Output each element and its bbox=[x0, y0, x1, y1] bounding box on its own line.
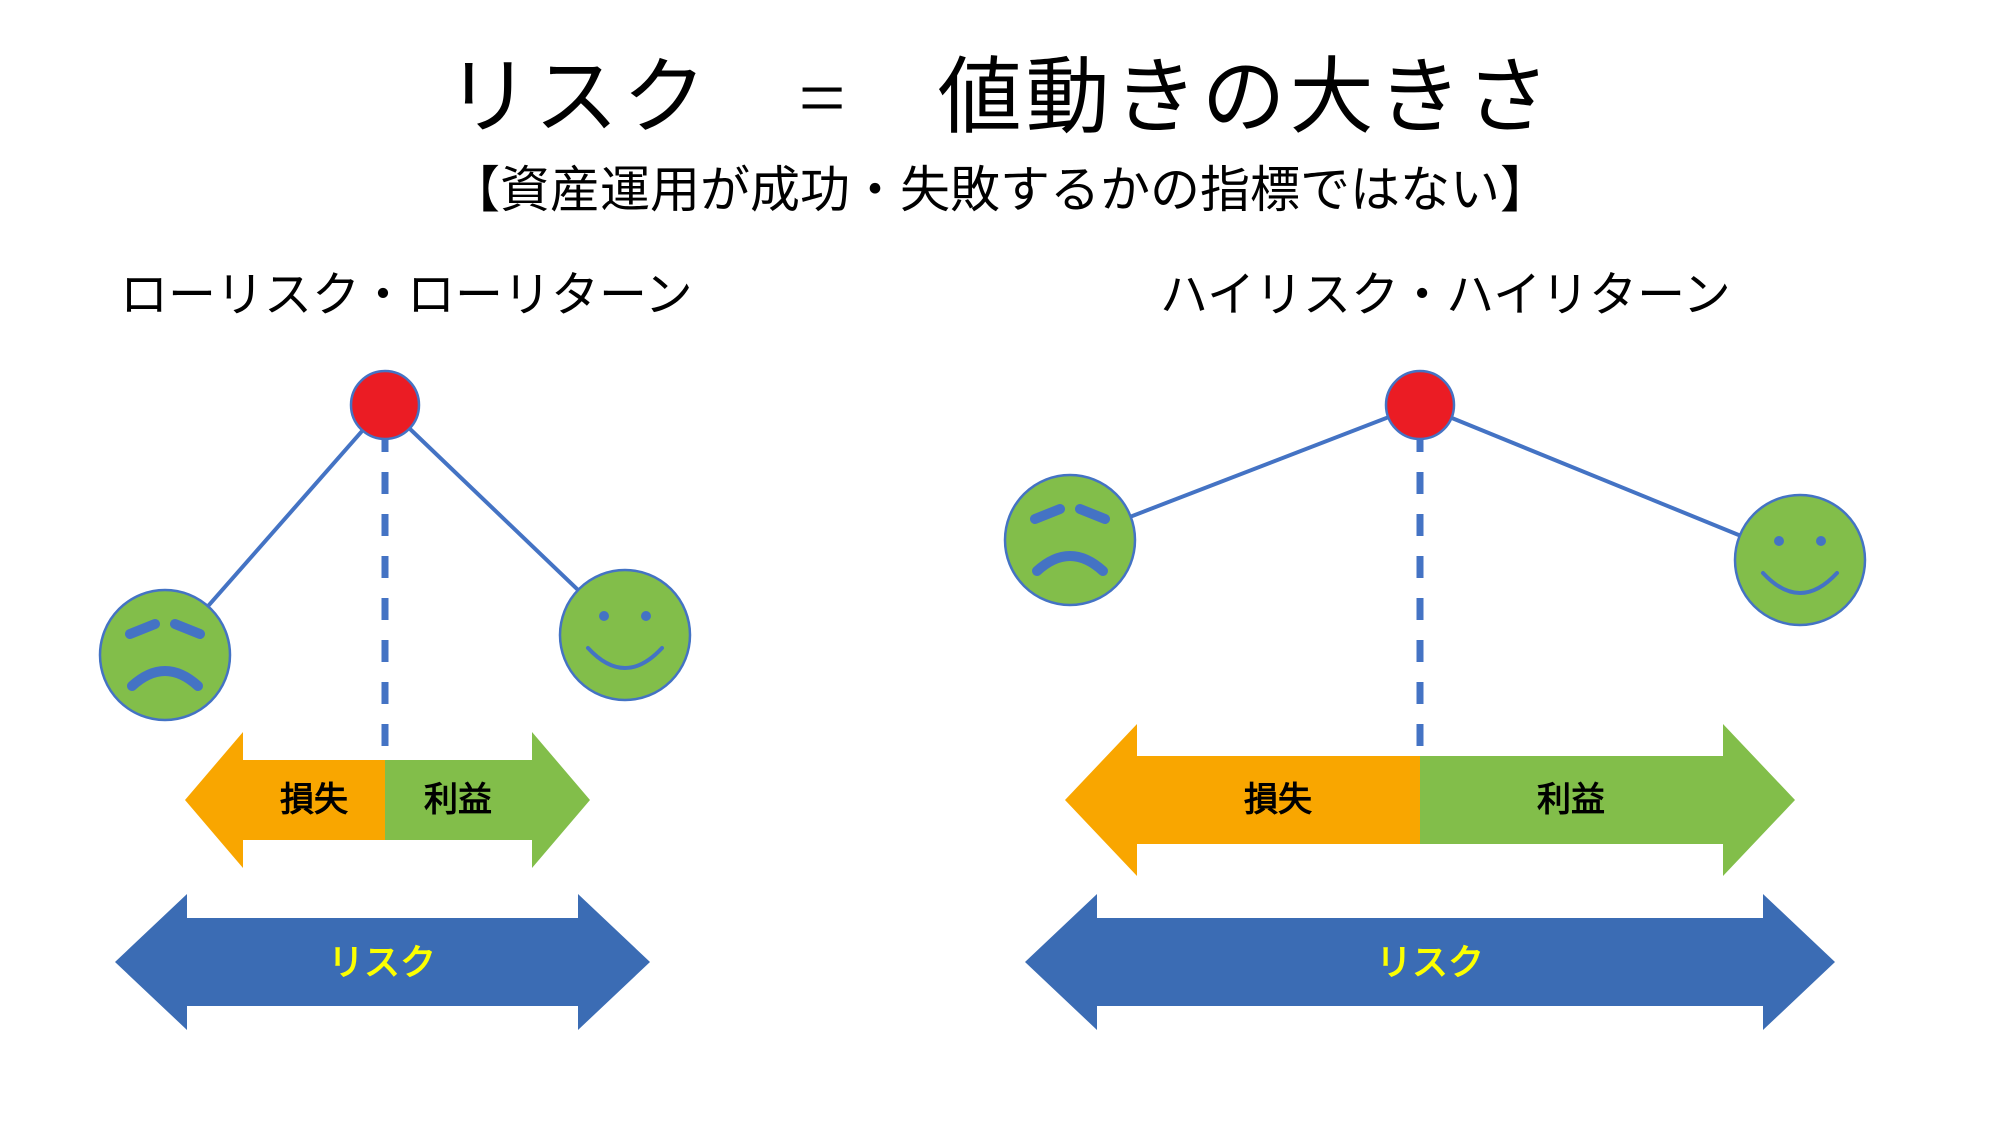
right-risk-arrow: リスク bbox=[1025, 894, 1835, 1030]
right-loss-label: 損失 bbox=[1244, 781, 1313, 819]
left-risk-label: リスク bbox=[328, 942, 436, 983]
happy-face-icon bbox=[560, 570, 690, 700]
left-risk-arrow: リスク bbox=[115, 894, 650, 1030]
left-split-arrow: 損失 利益 bbox=[185, 732, 590, 868]
right-profit-label: 利益 bbox=[1537, 781, 1605, 819]
sad-face-icon bbox=[100, 590, 230, 720]
right-pendulum-group bbox=[1005, 371, 1865, 756]
left-pendulum-group bbox=[100, 371, 690, 760]
right-profit-arrow bbox=[1420, 724, 1795, 876]
left-loss-label: 損失 bbox=[280, 781, 349, 819]
risk-diagram-svg: 損失 利益 リスク 損失 利益 bbox=[0, 0, 2000, 1125]
sad-face-icon bbox=[1005, 475, 1135, 605]
right-loss-arrow bbox=[1065, 724, 1420, 876]
right-split-arrow: 損失 利益 bbox=[1065, 724, 1795, 876]
right-risk-label: リスク bbox=[1376, 942, 1484, 983]
happy-face-icon bbox=[1735, 495, 1865, 625]
right-apex-dot bbox=[1386, 371, 1454, 439]
left-profit-label: 利益 bbox=[424, 781, 492, 819]
left-apex-dot bbox=[351, 371, 419, 439]
